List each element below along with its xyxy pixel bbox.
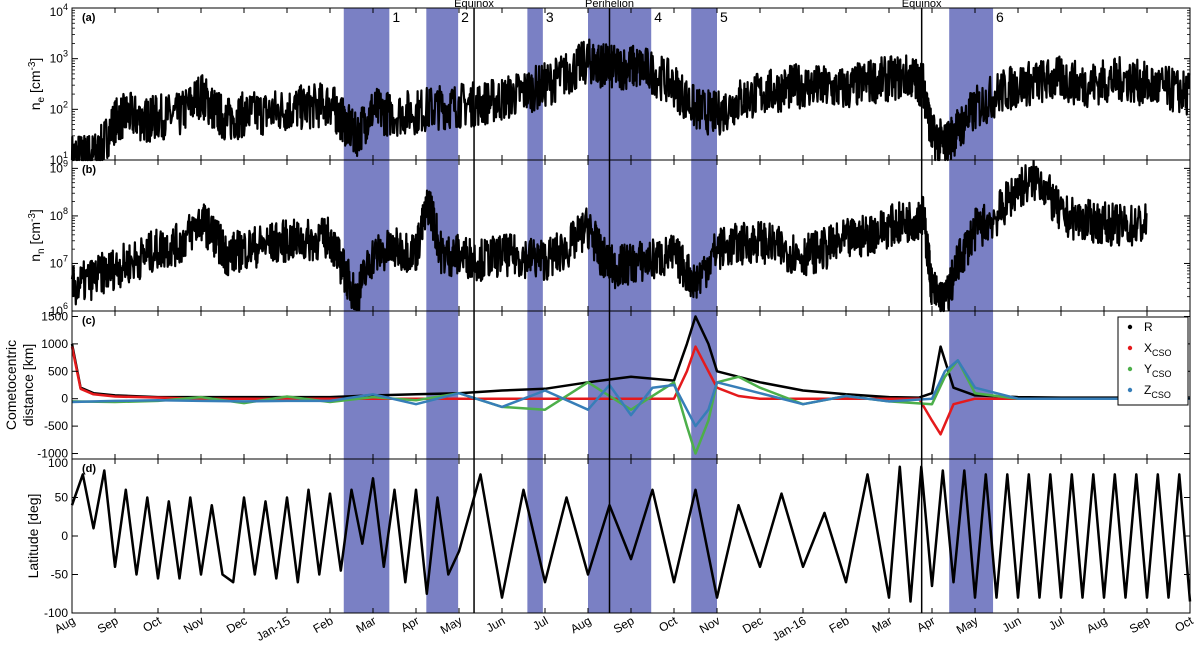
panel-b: 106 107 108 109 (b) nn [cm-3] [27, 158, 1191, 318]
x-tick-label: Jun [484, 613, 508, 635]
x-tick-label: Oct [656, 613, 680, 635]
y-axis-title-c-line2: distance [km] [20, 344, 36, 426]
y-tick-label: 109 [50, 158, 68, 175]
legend-label-Y: YCSO [1144, 362, 1172, 379]
x-tick-label: Jul [1046, 613, 1066, 633]
series-line-b [70, 159, 1148, 313]
shaded-interval-3 [527, 160, 543, 311]
y-axis-title-a: ne [cm-3] [27, 58, 47, 111]
y-tick-label: 101 [50, 150, 68, 167]
y-tick-label: 104 [50, 2, 68, 19]
x-tick-label: Jan-15 [254, 613, 293, 644]
legend: R XCSO YCSO ZCSO [1117, 316, 1189, 406]
interval-label-4: 4 [654, 9, 662, 25]
y-tick-label: 108 [50, 206, 68, 223]
legend-marker-R [1127, 324, 1133, 330]
series-line-latitude [70, 465, 1192, 603]
shaded-interval-1 [343, 311, 390, 459]
x-tick-label: Jul [530, 613, 550, 633]
panel-a: 101 102 103 104 (a) ne [cm-3] [27, 2, 1191, 167]
panel-letter-b: (b) [82, 164, 96, 176]
x-tick-label: Mar [870, 613, 895, 635]
panel-c: -1000 -500 0 500 1000 1500 (c) Cometocentric dis… [3, 309, 1191, 461]
y-axis-title-b: nn [cm-3] [27, 209, 47, 262]
series-line-Y [71, 359, 1190, 455]
x-tick-label: Sep [611, 613, 637, 636]
interval-label-3: 3 [546, 9, 554, 25]
y-tick-label: -1000 [37, 447, 68, 461]
series-line-X [70, 345, 1190, 436]
x-tick-label: Sep [95, 613, 121, 636]
shaded-interval-4 [588, 459, 652, 613]
y-tick-label: 1000 [41, 337, 68, 351]
series-line-a [70, 38, 1191, 162]
x-tick-label: Oct [1172, 613, 1196, 635]
interval-label-5: 5 [720, 9, 728, 25]
x-tick-label: Dec [740, 613, 765, 636]
y-tick-label: 103 [50, 49, 68, 66]
x-tick-label: Jun [1000, 613, 1024, 635]
vertical-line-label-1: Perihelion [585, 0, 634, 10]
x-tick-label: Aug [1084, 613, 1109, 636]
legend-marker-Z [1127, 387, 1133, 393]
legend-marker-X [1127, 345, 1133, 351]
interval-label-2: 2 [461, 9, 469, 25]
x-tick-label: May [954, 613, 981, 636]
panel-letter-c: (c) [82, 315, 96, 327]
panel-letter-a: (a) [82, 12, 96, 24]
x-tick-label: Mar [354, 613, 379, 635]
x-tick-label: Feb [311, 613, 336, 636]
y-tick-label: 107 [50, 253, 68, 270]
shaded-interval-1 [343, 459, 390, 613]
y-axis-title-d: Latitude [deg] [25, 494, 41, 579]
y-tick-label: 102 [50, 99, 68, 116]
series-line-R [70, 315, 1190, 399]
shaded-interval-2 [426, 160, 459, 311]
x-tick-label: Sep [1127, 613, 1153, 636]
y-axis-title-c: Cometocentric [3, 340, 19, 430]
y-tick-label: 50 [55, 491, 69, 505]
x-tick-label: Nov [181, 613, 206, 636]
vertical-line-label-2: Equinox [902, 0, 942, 10]
x-tick-label: Nov [697, 613, 722, 636]
x-tick-label: Apr [398, 613, 421, 634]
y-tick-label: 100 [48, 456, 68, 470]
series-line-Z [71, 359, 1190, 428]
shaded-interval-2 [426, 8, 459, 160]
legend-label-R: R [1144, 320, 1153, 334]
shaded-interval-5 [691, 8, 717, 160]
y-tick-label: -50 [51, 568, 69, 582]
shaded-interval-2 [426, 311, 459, 459]
legend-label-X: XCSO [1144, 341, 1172, 358]
x-tick-label: Apr [914, 613, 937, 634]
panel-d: -100 -50 0 50 100 (d) Latitude [deg] [25, 456, 1192, 620]
x-tick-label: Jan-16 [770, 613, 809, 644]
shaded-interval-4 [588, 311, 652, 459]
legend-label-Z: ZCSO [1144, 383, 1171, 400]
legend-marker-Y [1127, 366, 1133, 372]
y-tick-label: 106 [50, 301, 68, 318]
y-tick-label: -500 [44, 419, 68, 433]
x-tick-label: Dec [224, 613, 249, 636]
y-tick-label: 1500 [41, 309, 68, 323]
x-tick-label: Oct [140, 613, 164, 635]
y-tick-label: 0 [61, 392, 68, 406]
vertical-line-label-0: Equinox [454, 0, 494, 10]
panel-letter-d: (d) [82, 463, 96, 475]
interval-label-6: 6 [996, 9, 1004, 25]
x-tick-label: May [438, 613, 465, 636]
x-tick-label: Aug [568, 613, 593, 636]
y-tick-label: -100 [44, 606, 68, 620]
x-tick-label: Feb [827, 613, 852, 636]
interval-label-1: 1 [392, 9, 400, 25]
y-tick-label: 500 [48, 364, 68, 378]
y-tick-label: 0 [61, 529, 68, 543]
shaded-interval-3 [527, 311, 543, 459]
